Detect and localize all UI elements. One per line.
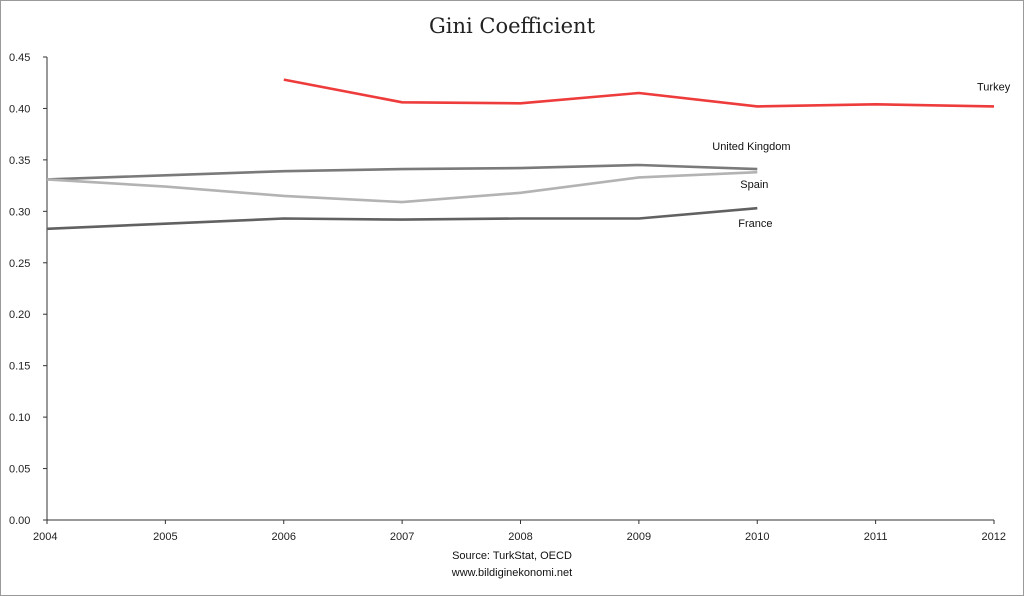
y-tick-label: 0.35 (9, 155, 30, 167)
x-tick-label: 2007 (390, 531, 414, 543)
source-note: Source: TurkStat, OECD (452, 550, 572, 562)
x-tick-label: 2006 (272, 531, 296, 543)
axes: 0.00 0.05 0.10 0.15 0.20 0.25 0.30 0.35 0.40 0.45… (9, 52, 1006, 543)
spain-series-label: Spain (740, 179, 768, 191)
united-kingdom-series-label: United Kingdom (712, 141, 790, 153)
y-tick-label: 0.45 (9, 52, 30, 64)
x-tick-label: 2011 (864, 531, 888, 543)
y-tick-label: 0.25 (9, 258, 30, 270)
turkey-series-label: Turkey (977, 81, 1011, 93)
x-tick-label: 2004 (33, 531, 57, 543)
y-tick-label: 0.15 (9, 361, 30, 373)
france-series-label: France (738, 218, 772, 230)
series-labels: Turkey United Kingdom Spain France (712, 81, 1010, 230)
france-series-line (46, 206, 758, 231)
y-tick-label: 0.20 (9, 309, 30, 321)
series-lines (46, 78, 995, 231)
turkey-series-line (283, 78, 995, 108)
x-tick-label: 2005 (153, 531, 177, 543)
y-tick-label: 0.10 (9, 412, 30, 424)
y-tick-label: 0.00 (9, 515, 30, 527)
x-tick-label: 2008 (508, 531, 532, 543)
y-tick-label: 0.40 (9, 103, 30, 115)
x-tick-label: 2010 (745, 531, 769, 543)
website-note: www.bildiginekonomi.net (451, 567, 572, 579)
y-tick-label: 0.05 (9, 464, 30, 476)
chart-title: Gini Coefficient (429, 14, 596, 38)
y-tick-label: 0.30 (9, 206, 30, 218)
x-tick-label: 2012 (982, 531, 1006, 543)
x-tick-label: 2009 (627, 531, 651, 543)
united-kingdom-series-line (46, 163, 758, 181)
spain-series-line (46, 170, 758, 204)
